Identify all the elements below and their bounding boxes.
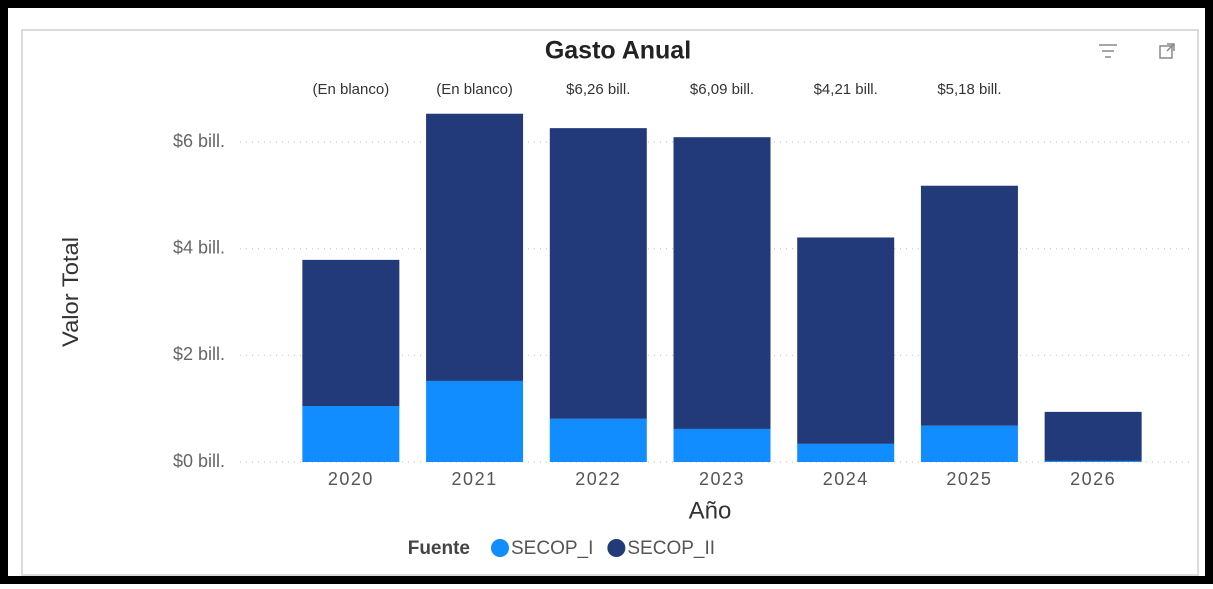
x-axis-title: Año [689, 497, 732, 524]
x-tick-label: 2023 [699, 469, 745, 489]
y-tick-label: $0 bill. [173, 451, 225, 471]
focus-mode-icon[interactable] [1159, 43, 1175, 59]
x-tick-label: 2022 [575, 469, 621, 489]
x-tick-label: 2025 [946, 469, 992, 489]
bar-segment [549, 128, 647, 419]
bar-segment [302, 406, 400, 462]
legend-label: SECOP_I [511, 538, 593, 559]
filter-icon[interactable] [1099, 44, 1117, 58]
bar-segment [302, 259, 400, 406]
x-tick-label: 2026 [1070, 469, 1116, 489]
y-tick-label: $2 bill. [173, 344, 225, 364]
bar-segment [673, 428, 771, 462]
bar-segment [920, 425, 1018, 462]
bar-segment [549, 418, 647, 462]
total-label: $6,26 bill. [566, 81, 630, 98]
chart-title: Gasto Anual [545, 37, 691, 65]
legend-marker [491, 539, 509, 557]
x-tick-label: 2020 [328, 469, 374, 489]
bar-segment [1044, 411, 1142, 461]
bar-segment [797, 443, 895, 462]
y-tick-label: $6 bill. [173, 131, 225, 151]
x-tick-label: 2024 [823, 469, 869, 489]
bar-segment [1044, 460, 1142, 462]
bar-segment [920, 185, 1018, 426]
total-label: (En blanco) [436, 81, 513, 98]
total-label: (En blanco) [312, 81, 389, 98]
legend-title: Fuente [408, 538, 470, 559]
bar-segment [673, 137, 771, 429]
bar-segment [797, 237, 895, 444]
total-label: $6,09 bill. [690, 81, 754, 98]
y-tick-label: $4 bill. [173, 237, 225, 257]
x-tick-label: 2021 [452, 469, 498, 489]
bar-segment [426, 380, 524, 462]
y-axis-title: Valor Total [58, 237, 83, 347]
legend-marker [607, 539, 626, 557]
legend-label: SECOP_II [627, 538, 715, 559]
total-label: $5,18 bill. [937, 81, 1001, 98]
bar-segment [426, 113, 524, 381]
total-label: $4,21 bill. [814, 81, 878, 98]
